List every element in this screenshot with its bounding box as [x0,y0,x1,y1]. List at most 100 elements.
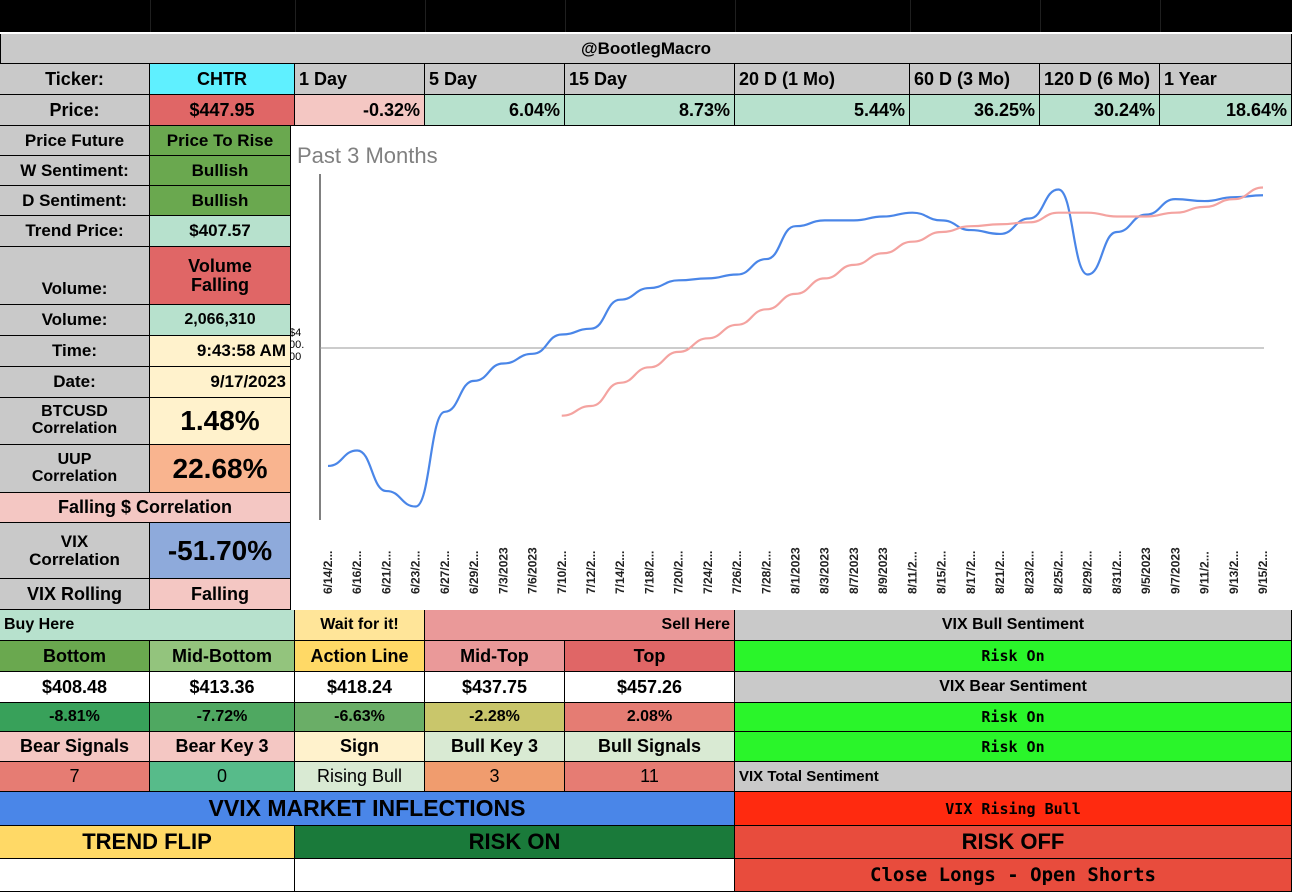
price-value: $447.95 [150,95,295,126]
trend-price-value: $407.57 [150,216,291,247]
x-tick-label: 8/1/2023 [789,547,803,594]
trend-flip-cell [0,859,295,892]
x-tick-label: 6/27/2... [438,551,452,594]
buy-here-label: Buy Here [0,610,295,641]
x-tick-label: 8/21/2... [993,551,1007,594]
x-tick-label: 9/13/2... [1227,551,1241,594]
price-chart: Past 3 Months $4 00. 00 6/14/2... 6/16/2...… [291,126,1292,610]
x-tick-label: 8/31/2... [1110,551,1124,594]
vix-bear-sentiment-value-1: Risk On [735,703,1292,732]
metric-label-time: Time: [0,336,150,367]
risk-off-action: Close Longs - Open Shorts [735,859,1292,892]
signal-value-bear-key3: 0 [150,762,295,792]
d-sentiment-value: Bullish [150,186,291,216]
zone-pct-top: 2.08% [565,703,735,732]
zone-mid-top: Mid-Top [425,641,565,672]
zone-price-mid-top: $437.75 [425,672,565,703]
price-future-value: Price To Rise [150,126,291,156]
zone-pct-bottom: -8.81% [0,703,150,732]
price-label: Price: [0,95,150,126]
x-tick-label: 6/29/2... [467,551,481,594]
signal-value-sign: Rising Bull [295,762,425,792]
uup-correlation-value: 22.68% [150,445,291,493]
date-value: 9/17/2023 [150,367,291,398]
x-tick-label: 8/17/2... [964,551,978,594]
zone-pct-action-line: -6.63% [295,703,425,732]
trend-flip-header: TREND FLIP [0,826,295,859]
sell-here-label: Sell Here [425,610,735,641]
vix-bull-sentiment-title: VIX Bull Sentiment [735,610,1292,641]
x-tick-label: 7/24/2... [701,551,715,594]
signal-header-bear-key3: Bear Key 3 [150,732,295,762]
volume-trend-value: Volume Falling [150,247,291,305]
risk-off-header: RISK OFF [735,826,1292,859]
trend-series-line [561,186,1264,417]
metric-label-trend-price: Trend Price: [0,216,150,247]
change-60d: 36.25% [910,95,1040,126]
zone-price-bottom: $408.48 [0,672,150,703]
vix-total-sentiment-title: VIX Total Sentiment [735,762,1292,792]
x-tick-label: 6/14/2... [321,551,335,594]
zone-price-top: $457.26 [565,672,735,703]
metric-label-vix-rolling: VIX Rolling [0,579,150,610]
zone-pct-mid-top: -2.28% [425,703,565,732]
period-15day: 15 Day [565,64,735,95]
top-bar [0,0,1292,32]
metric-label-date: Date: [0,367,150,398]
change-20d: 5.44% [735,95,910,126]
signal-value-bull-key3: 3 [425,762,565,792]
change-1year: 18.64% [1160,95,1292,126]
time-value: 9:43:58 AM [150,336,291,367]
volume-value: 2,066,310 [150,305,291,336]
x-tick-label: 6/23/2... [409,551,423,594]
x-tick-label: 7/18/2... [642,551,656,594]
period-1day: 1 Day [295,64,425,95]
metric-label-volume-trend: Volume: [0,247,150,305]
x-tick-label: 7/10/2... [555,551,569,594]
vix-total-sentiment-value: VIX Rising Bull [735,792,1292,826]
x-tick-label: 8/23/2... [1022,551,1036,594]
w-sentiment-value: Bullish [150,156,291,186]
ticker-value: CHTR [150,64,295,95]
x-tick-label: 9/15/2... [1256,551,1270,594]
zone-mid-bottom: Mid-Bottom [150,641,295,672]
zone-bottom: Bottom [0,641,150,672]
y-tick-label: $4 00. 00 [291,327,304,363]
x-tick-label: 8/3/2023 [818,547,832,594]
period-1year: 1 Year [1160,64,1292,95]
x-tick-label: 9/11/2... [1198,551,1212,594]
zone-price-mid-bottom: $413.36 [150,672,295,703]
x-tick-label: 9/7/2023 [1168,547,1182,594]
risk-on-header: RISK ON [295,826,735,859]
falling-dollar-correlation: Falling $ Correlation [0,493,291,523]
signal-value-bull-signals: 11 [565,762,735,792]
metric-label-w-sentiment: W Sentiment: [0,156,150,186]
vix-correlation-value: -51.70% [150,523,291,579]
x-tick-label: 7/3/2023 [496,547,510,594]
x-tick-label: 7/14/2... [613,551,627,594]
metric-label-vix-correlation: VIX Correlation [0,523,150,579]
x-tick-label: 8/7/2023 [847,547,861,594]
signal-header-bull-key3: Bull Key 3 [425,732,565,762]
x-tick-label: 8/29/2... [1081,551,1095,594]
x-tick-label: 7/26/2... [730,551,744,594]
metric-label-uup: UUP Correlation [0,445,150,493]
vix-bull-sentiment-value: Risk On [735,641,1292,672]
x-tick-label: 6/21/2... [379,551,393,594]
x-tick-label: 8/9/2023 [876,547,890,594]
signal-header-bear-signals: Bear Signals [0,732,150,762]
price-series-line [327,188,1264,508]
x-tick-label: 6/16/2... [350,551,364,594]
wait-label: Wait for it! [295,610,425,641]
risk-on-cell [295,859,735,892]
x-tick-label: 7/12/2... [584,551,598,594]
vix-bear-sentiment-value-2: Risk On [735,732,1292,762]
x-tick-label: 8/25/2... [1051,551,1065,594]
period-60d: 60 D (3 Mo) [910,64,1040,95]
signal-header-bull-signals: Bull Signals [565,732,735,762]
handle-title: @BootlegMacro [0,34,1292,64]
btcusd-correlation-value: 1.48% [150,398,291,445]
x-tick-label: 7/28/2... [759,551,773,594]
change-120d: 30.24% [1040,95,1160,126]
